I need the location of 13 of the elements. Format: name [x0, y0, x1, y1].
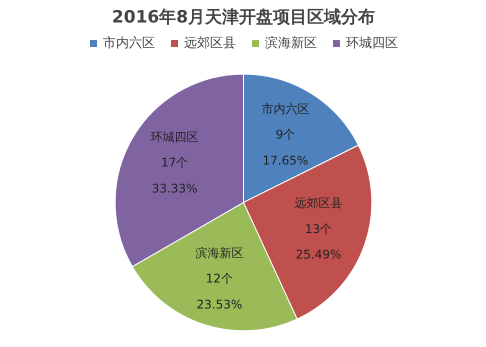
data-label: 9个 17.65% — [262, 128, 308, 168]
data-label: 17个 33.33% — [152, 156, 198, 196]
data-label: 12个 23.53% — [196, 272, 242, 312]
legend-label: 环城四区 — [346, 35, 398, 52]
slice-label: 市内六区 — [261, 102, 310, 116]
data-label: 13个 25.49% — [296, 222, 342, 262]
legend-label: 滨海新区 — [265, 35, 317, 52]
slice-label: 远郊区县 — [294, 196, 343, 210]
legend-label: 市内六区 — [103, 35, 155, 52]
legend-label: 远郊区县 — [184, 35, 236, 52]
slice-label: 环城四区 — [150, 130, 199, 144]
chart-title: 2016年8月天津开盘项目区域分布 — [112, 8, 376, 28]
slice-label: 滨海新区 — [195, 246, 244, 260]
